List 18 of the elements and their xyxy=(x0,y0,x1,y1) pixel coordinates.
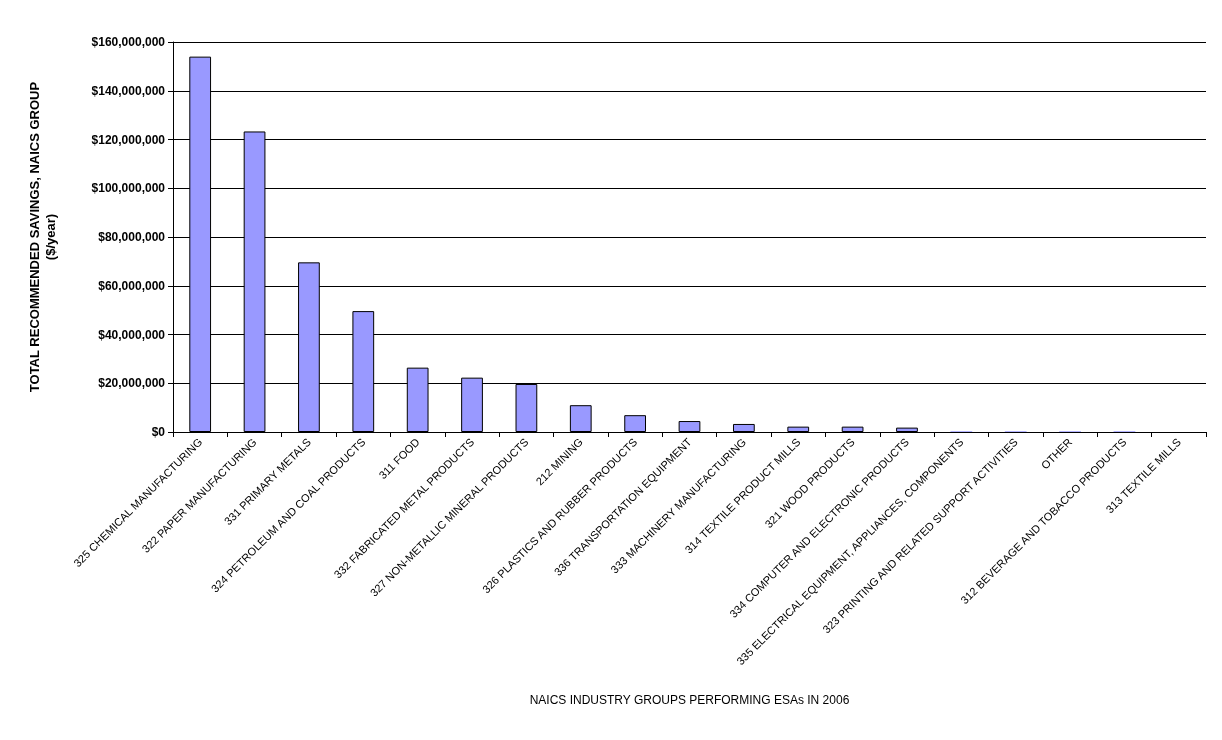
bar xyxy=(732,423,755,432)
y-tick-label: $140,000,000 xyxy=(91,83,166,98)
y-tick-label: $80,000,000 xyxy=(98,230,166,244)
y-tick-label: $100,000,000 xyxy=(91,181,166,196)
x-axis-title: NAICS INDUSTRY GROUPS PERFORMING ESAs IN 2006 xyxy=(529,693,850,707)
y-tick-label: $120,000,000 xyxy=(91,132,166,147)
y-tick-label: $160,000,000 xyxy=(91,35,166,49)
bar xyxy=(678,421,701,432)
bar xyxy=(841,426,864,432)
y-tick-label: $0 xyxy=(151,425,166,439)
y-axis-title: TOTAL RECOMMENDED SAVINGS, NAICS GROUP ($/year) xyxy=(26,81,58,393)
bar xyxy=(569,405,592,432)
bar xyxy=(624,415,647,432)
bar xyxy=(896,427,918,432)
y-tick-label: $40,000,000 xyxy=(98,327,166,342)
bar xyxy=(787,426,810,432)
y-tick-label: $60,000,000 xyxy=(98,278,166,293)
y-tick-label: $20,000,000 xyxy=(98,376,166,391)
